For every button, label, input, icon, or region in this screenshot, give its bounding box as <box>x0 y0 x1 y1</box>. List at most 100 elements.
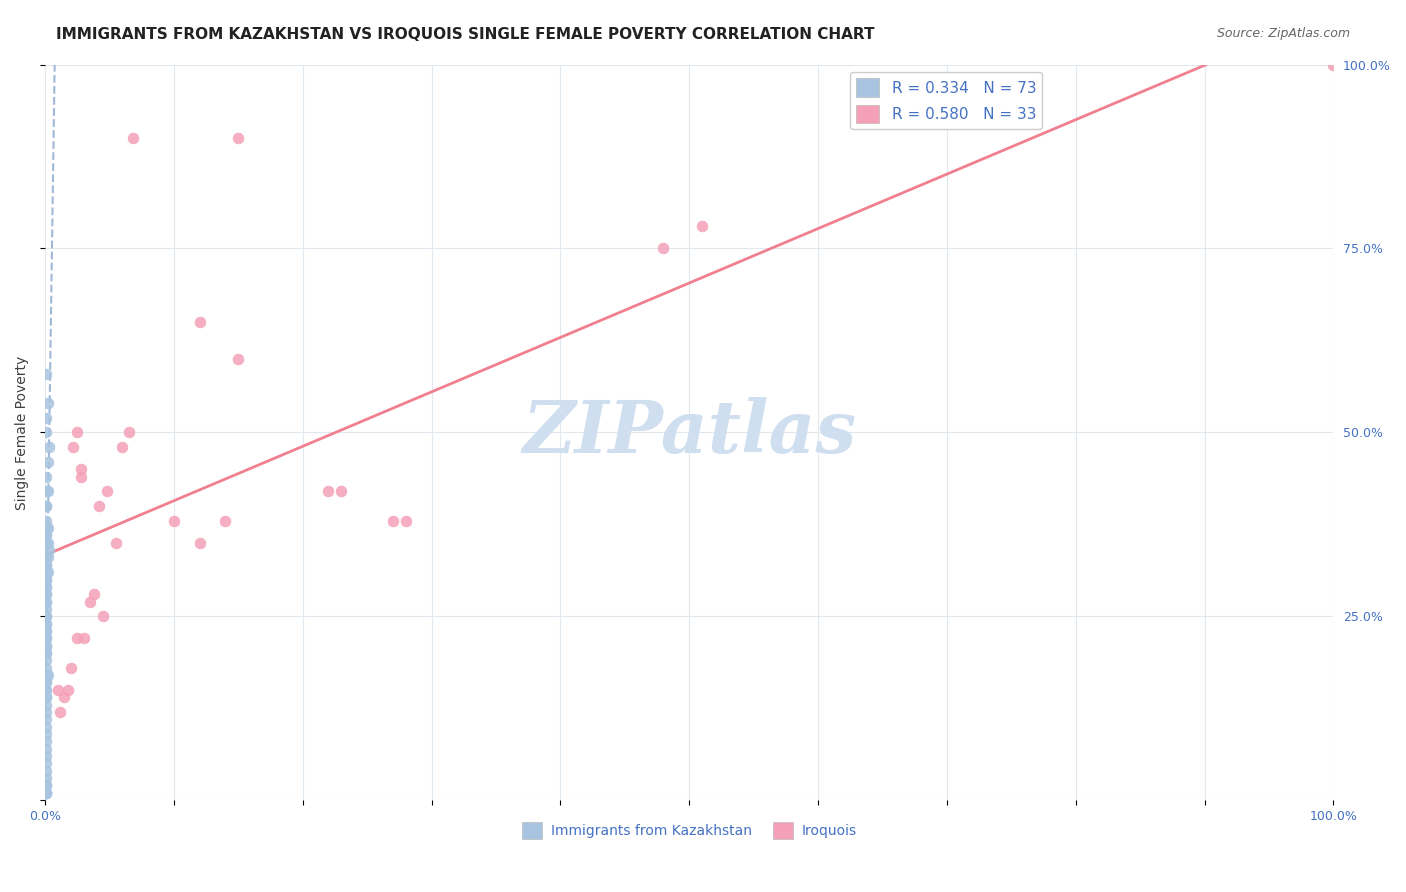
Point <box>96 484 118 499</box>
Point <box>226 351 249 366</box>
Point <box>37 521 59 535</box>
Point <box>163 514 186 528</box>
Point <box>35 712 58 726</box>
Point <box>35 771 58 785</box>
Point <box>35 698 58 712</box>
Point <box>35 521 58 535</box>
Point <box>35 727 58 741</box>
Point <box>70 469 93 483</box>
Point <box>188 315 211 329</box>
Point <box>35 682 58 697</box>
Y-axis label: Single Female Poverty: Single Female Poverty <box>15 355 30 509</box>
Point <box>66 425 89 440</box>
Point <box>37 668 59 682</box>
Point <box>118 425 141 440</box>
Point <box>35 484 58 499</box>
Point <box>35 705 58 719</box>
Point <box>35 425 58 440</box>
Point <box>690 219 713 234</box>
Point <box>35 499 58 513</box>
Point <box>35 734 58 748</box>
Point <box>35 756 58 771</box>
Point <box>79 594 101 608</box>
Point <box>53 690 76 705</box>
Point <box>35 786 58 800</box>
Point <box>35 587 58 601</box>
Point <box>35 535 58 549</box>
Point <box>35 639 58 653</box>
Point <box>37 535 59 549</box>
Point <box>318 484 340 499</box>
Point <box>35 580 58 594</box>
Point <box>395 514 418 528</box>
Point <box>72 632 94 646</box>
Point <box>35 690 58 705</box>
Point <box>35 573 58 587</box>
Point <box>49 705 72 719</box>
Point <box>35 514 58 528</box>
Point <box>38 440 60 454</box>
Point <box>35 624 58 638</box>
Point <box>70 462 93 476</box>
Point <box>87 499 110 513</box>
Point <box>35 550 58 565</box>
Point <box>35 616 58 631</box>
Point <box>652 242 675 256</box>
Point <box>35 528 58 542</box>
Point <box>35 786 58 800</box>
Point <box>37 565 59 579</box>
Point <box>56 682 79 697</box>
Point <box>35 639 58 653</box>
Point <box>121 131 143 145</box>
Point <box>37 550 59 565</box>
Point <box>35 624 58 638</box>
Point <box>35 668 58 682</box>
Point <box>35 779 58 793</box>
Point <box>188 535 211 549</box>
Point <box>35 646 58 660</box>
Point <box>35 573 58 587</box>
Point <box>35 661 58 675</box>
Point <box>35 580 58 594</box>
Point <box>62 440 84 454</box>
Point <box>35 594 58 608</box>
Point <box>91 609 114 624</box>
Point <box>37 455 59 469</box>
Legend: Immigrants from Kazakhstan, Iroquois: Immigrants from Kazakhstan, Iroquois <box>516 817 862 845</box>
Point <box>226 131 249 145</box>
Point <box>35 675 58 690</box>
Point <box>35 558 58 572</box>
Point <box>35 653 58 667</box>
Point <box>35 741 58 756</box>
Point <box>35 565 58 579</box>
Point <box>381 514 404 528</box>
Point <box>35 779 58 793</box>
Point <box>35 616 58 631</box>
Point <box>214 514 236 528</box>
Point <box>37 484 59 499</box>
Text: Source: ZipAtlas.com: Source: ZipAtlas.com <box>1216 27 1350 40</box>
Point <box>1322 57 1344 71</box>
Point <box>111 440 134 454</box>
Point <box>35 594 58 608</box>
Point <box>35 367 58 381</box>
Point <box>35 786 58 800</box>
Point <box>38 543 60 558</box>
Point <box>59 661 82 675</box>
Point <box>35 632 58 646</box>
Point <box>35 764 58 778</box>
Point <box>35 675 58 690</box>
Point <box>35 499 58 513</box>
Text: IMMIGRANTS FROM KAZAKHSTAN VS IROQUOIS SINGLE FEMALE POVERTY CORRELATION CHART: IMMIGRANTS FROM KAZAKHSTAN VS IROQUOIS S… <box>56 27 875 42</box>
Point <box>35 786 58 800</box>
Point <box>104 535 127 549</box>
Point <box>35 749 58 764</box>
Point <box>35 609 58 624</box>
Point <box>35 720 58 734</box>
Point <box>66 632 89 646</box>
Point <box>35 602 58 616</box>
Point <box>35 632 58 646</box>
Point <box>35 587 58 601</box>
Point <box>35 469 58 483</box>
Point <box>37 396 59 410</box>
